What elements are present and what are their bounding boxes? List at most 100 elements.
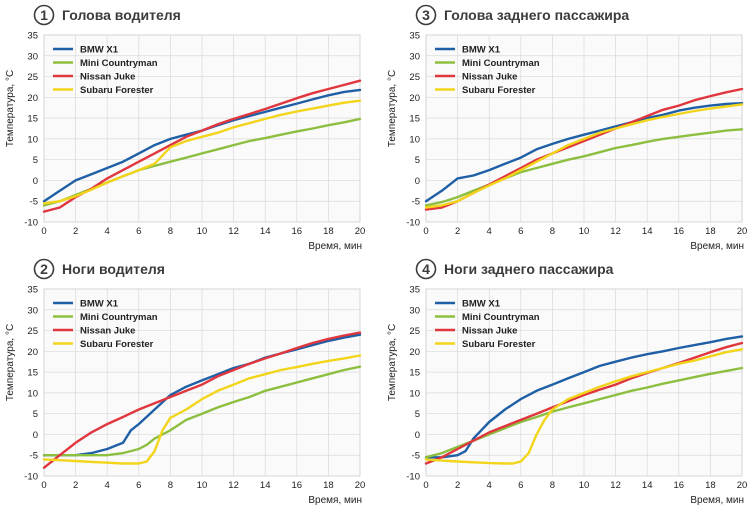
y-tick-label: 25 (27, 326, 38, 337)
y-tick-label: 10 (409, 134, 420, 145)
x-tick-label: 10 (579, 226, 590, 237)
x-tick-label: 6 (518, 226, 523, 237)
y-tick-label: 20 (409, 93, 420, 104)
y-tick-label: 0 (33, 176, 38, 187)
y-tick-label: 10 (27, 388, 38, 399)
y-tick-label: 20 (409, 347, 420, 358)
x-tick-label: 18 (705, 226, 716, 237)
series-line-subaru (424, 348, 744, 465)
x-tick-label: 8 (168, 480, 173, 491)
y-tick-label: 5 (415, 409, 420, 420)
y-tick-label: 25 (409, 72, 420, 83)
legend: BMW X1 Mini Countryman Nissan Juke Subaru F… (53, 299, 158, 350)
y-tick-label: -10 (406, 472, 420, 483)
y-tick-label: 30 (409, 305, 420, 316)
series-line-subaru (42, 354, 362, 465)
x-tick-label: 16 (674, 226, 685, 237)
legend-label-subaru: Subaru Forester (80, 85, 154, 96)
legend-label-mini: Mini Countryman (462, 58, 540, 69)
chart-panel-4: 4 Ноги заднего пассажира-10-5051015202530… (387, 258, 748, 506)
legend-label-nissan: Nissan Juke (80, 326, 135, 337)
x-tick-label: 4 (105, 480, 110, 491)
series-line-bmw (424, 335, 744, 459)
y-tick-label: -5 (412, 451, 420, 462)
chart-title: Голова водителя (62, 7, 181, 23)
y-tick-label: 20 (27, 93, 38, 104)
chart-number: 2 (40, 261, 48, 277)
legend-label-nissan: Nissan Juke (462, 72, 517, 83)
x-tick-label: 2 (455, 480, 460, 491)
y-tick-label: 0 (33, 430, 38, 441)
gridlines (43, 288, 361, 477)
x-tick-label: 6 (136, 480, 141, 491)
y-tick-label: 5 (415, 155, 420, 166)
series-line-mini (424, 128, 744, 207)
x-tick-label: 10 (197, 226, 208, 237)
gridlines (43, 34, 361, 223)
x-tick-label: 16 (292, 226, 303, 237)
y-tick-label: -10 (406, 218, 420, 229)
x-tick-label: 0 (41, 226, 46, 237)
x-tick-label: 2 (73, 226, 78, 237)
y-tick-label: 0 (415, 430, 420, 441)
legend-label-bmw: BMW X1 (462, 299, 501, 310)
legend-label-subaru: Subaru Forester (462, 339, 536, 350)
x-axis-label: Время, мин (308, 495, 362, 506)
y-tick-label: -5 (30, 451, 38, 462)
legend-label-mini: Mini Countryman (80, 58, 158, 69)
series-line-bmw (424, 101, 744, 203)
number-badge (415, 4, 437, 26)
x-tick-label: 0 (423, 480, 428, 491)
x-tick-label: 20 (737, 226, 748, 237)
x-tick-label: 14 (260, 480, 271, 491)
x-tick-label: 10 (579, 480, 590, 491)
y-tick-label: -10 (24, 472, 38, 483)
y-tick-label: 35 (409, 31, 420, 42)
x-tick-label: 16 (674, 480, 685, 491)
series-line-subaru (424, 103, 744, 209)
gridlines (425, 34, 743, 223)
x-axis-label: Время, мин (308, 241, 362, 252)
x-tick-label: 16 (292, 480, 303, 491)
legend: BMW X1 Mini Countryman Nissan Juke Subaru F… (435, 299, 540, 350)
y-axis-label: Температура, °С (387, 324, 398, 401)
series-line-nissan (424, 341, 744, 465)
y-tick-label: 20 (27, 347, 38, 358)
x-tick-label: 14 (642, 226, 653, 237)
x-tick-label: 18 (705, 480, 716, 491)
y-tick-label: -5 (30, 197, 38, 208)
y-tick-label: 25 (409, 326, 420, 337)
x-tick-label: 4 (487, 226, 492, 237)
number-badge (33, 4, 55, 26)
legend: BMW X1 Mini Countryman Nissan Juke Subaru F… (53, 45, 158, 96)
x-tick-label: 20 (737, 480, 748, 491)
legend-label-subaru: Subaru Forester (462, 85, 536, 96)
x-tick-label: 12 (228, 480, 239, 491)
y-tick-label: 35 (409, 285, 420, 296)
number-badge (33, 258, 55, 280)
chart-panel-3: 3 Голова заднего пассажира-10-50510152025… (387, 4, 748, 252)
series-line-mini (42, 365, 362, 457)
y-tick-label: 30 (409, 51, 420, 62)
legend-label-subaru: Subaru Forester (80, 339, 154, 350)
x-tick-label: 0 (41, 480, 46, 491)
legend-label-mini: Mini Countryman (462, 312, 540, 323)
chart-panel-2: 2 Ноги водителя -10 -5 0 5 10 15 20 25 30 35 0 2 4 6 8 10… (5, 258, 365, 506)
y-tick-label: 5 (33, 409, 38, 420)
y-tick-label: 15 (409, 114, 420, 125)
x-axis-label: Время, мин (690, 495, 744, 506)
series-line-nissan (42, 331, 362, 469)
y-axis-label: Температура, °С (5, 70, 16, 147)
legend-label-bmw: BMW X1 (80, 45, 119, 56)
chart-number: 1 (40, 7, 48, 23)
y-tick-label: 15 (27, 368, 38, 379)
legend-label-mini: Mini Countryman (80, 312, 158, 323)
x-tick-label: 6 (136, 226, 141, 237)
chart-panel-1: 1 Голова водителя -10 -5 0 5 10 15 20 25 30 35 0 2 4 6 8… (5, 4, 365, 252)
x-tick-label: 10 (197, 480, 208, 491)
x-tick-label: 8 (550, 480, 555, 491)
x-tick-label: 8 (550, 226, 555, 237)
series-line-nissan (42, 79, 362, 213)
y-tick-label: 15 (27, 114, 38, 125)
